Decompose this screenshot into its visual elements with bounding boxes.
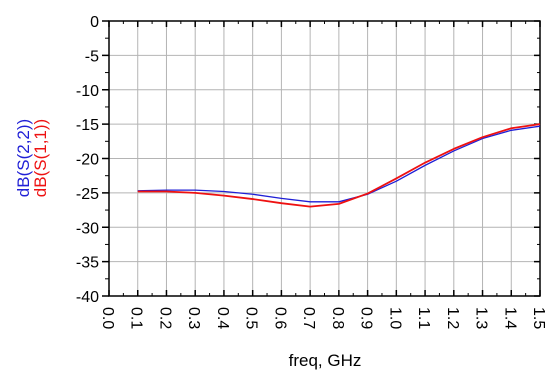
- x-tick-label: 0.5: [243, 307, 260, 329]
- x-tick-labels: 0.0 0.1 0.2 0.3 0.4 0.5 0.6 0.7 0.8 0.9 1.0 1.1 1.2 1…: [99, 307, 547, 329]
- y-tick-label: -25: [76, 186, 99, 203]
- y-tick-label: -15: [76, 117, 99, 134]
- plot-border: [108, 20, 541, 297]
- y-tick-label: -30: [76, 220, 99, 237]
- y-tick-labels: 0 -5 -10 -15 -20 -25 -30 -35 -40: [76, 14, 99, 306]
- y-tick-label: 0: [90, 14, 99, 31]
- x-axis-label: freq, GHz: [289, 351, 362, 370]
- y-tick-label: -35: [76, 255, 99, 272]
- y-axis-label-s11: dB(S(1,1)): [31, 119, 50, 197]
- series-lines: [137, 123, 541, 208]
- x-tick-label: 0.6: [271, 307, 288, 329]
- x-tick-label: 1.0: [386, 307, 403, 329]
- y-tick-label: -10: [76, 83, 99, 100]
- plot-frame: [102, 20, 541, 297]
- series-line-s11: [137, 123, 541, 208]
- x-tick-label: 0.1: [128, 307, 145, 329]
- x-tick-label: 0.4: [214, 307, 231, 329]
- x-tick-label: 0.9: [358, 307, 375, 329]
- x-tick-label: 1.3: [473, 307, 490, 329]
- x-tick-label: 0.7: [300, 307, 317, 329]
- x-tick-label: 0.8: [329, 307, 346, 329]
- y-axis-label-s22: dB(S(2,2)): [14, 119, 33, 197]
- x-tick-label: 0.3: [185, 307, 202, 329]
- x-tick-label: 0.2: [156, 307, 173, 329]
- x-tick-label: 0.0: [99, 307, 116, 329]
- x-tick-label: 1.5: [530, 307, 547, 329]
- y-tick-label: -20: [76, 152, 99, 169]
- x-tick-label: 1.4: [501, 307, 518, 329]
- series-line-s22: [137, 125, 541, 203]
- y-tick-label: -40: [76, 289, 99, 306]
- x-tick-label: 1.1: [415, 307, 432, 329]
- grid: [109, 21, 540, 296]
- x-tick-label: 1.2: [444, 307, 461, 329]
- y-tick-label: -5: [85, 48, 99, 65]
